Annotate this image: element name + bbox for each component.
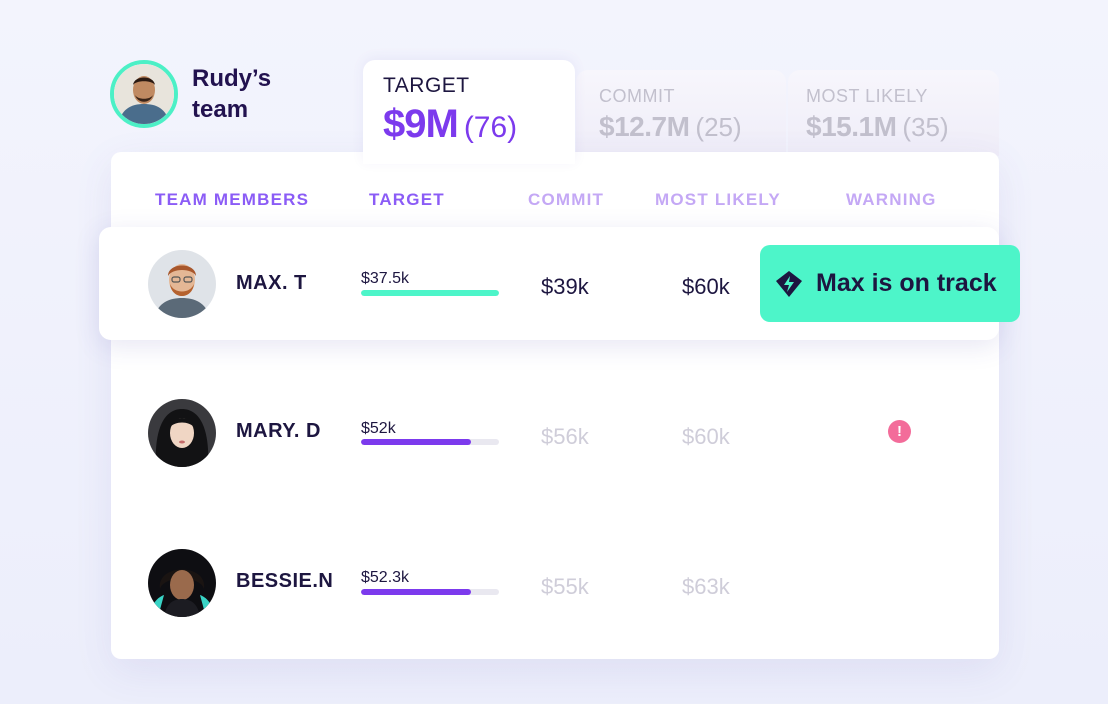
commit-value: $55k	[541, 574, 589, 599]
most-likely-value: $60k	[682, 424, 730, 449]
team-name: Rudy’s team	[192, 65, 272, 123]
member-name: MAX. T	[236, 272, 307, 294]
tab-label: MOST LIKELY	[806, 86, 928, 106]
target-progress-fill	[361, 290, 499, 296]
on-track-notification[interactable]: Max is on track	[760, 245, 1020, 322]
tab-label: TARGET	[383, 74, 470, 97]
most-likely-value: $60k	[682, 274, 730, 299]
column-header-most-likely: MOST LIKELY	[655, 190, 781, 209]
target-value: $52.3k	[361, 569, 410, 586]
tab-most-likely[interactable]: MOST LIKELY $15.1M (35)	[788, 70, 999, 156]
notification-text: Max is on track	[816, 269, 997, 297]
target-progress-bar	[361, 589, 499, 595]
team-lead-avatar[interactable]	[110, 60, 178, 128]
person-avatar-icon	[148, 250, 216, 318]
person-avatar-icon	[114, 64, 174, 124]
most-likely-value: $63k	[682, 574, 730, 599]
person-avatar-icon	[148, 549, 216, 617]
person-avatar-icon	[148, 399, 216, 467]
avatar[interactable]	[148, 549, 216, 617]
target-progress-bar	[361, 439, 499, 445]
tab-commit[interactable]: COMMIT $12.7M (25)	[576, 70, 786, 156]
column-header-commit: COMMIT	[528, 190, 605, 209]
tab-target[interactable]: TARGET $9M (76)	[363, 60, 575, 164]
commit-value: $56k	[541, 424, 589, 449]
tab-value: $9M	[383, 102, 459, 146]
commit-value: $39k	[541, 274, 589, 299]
member-name: BESSIE.N	[236, 570, 334, 592]
target-value: $52k	[361, 420, 396, 437]
tab-count: (25)	[695, 112, 742, 142]
column-header-target: TARGET	[369, 190, 445, 209]
tab-value: $12.7M	[599, 111, 690, 142]
bolt-diamond-icon	[776, 270, 802, 297]
team-header: Rudy’s team	[110, 60, 312, 128]
target-progress-bar	[361, 290, 499, 296]
target-progress-fill	[361, 589, 472, 595]
column-header-team-members: TEAM MEMBERS	[155, 190, 310, 209]
tab-count: (35)	[902, 112, 949, 142]
avatar[interactable]	[148, 399, 216, 467]
tab-value: $15.1M	[806, 111, 897, 142]
tab-count: (76)	[463, 111, 518, 144]
member-name: MARY. D	[236, 420, 321, 442]
avatar[interactable]	[148, 250, 216, 318]
tab-label: COMMIT	[599, 86, 675, 106]
warning-icon[interactable]: !	[888, 420, 911, 443]
target-progress-fill	[361, 439, 472, 445]
column-header-warning: WARNING	[846, 190, 937, 209]
target-value: $37.5k	[361, 270, 410, 287]
